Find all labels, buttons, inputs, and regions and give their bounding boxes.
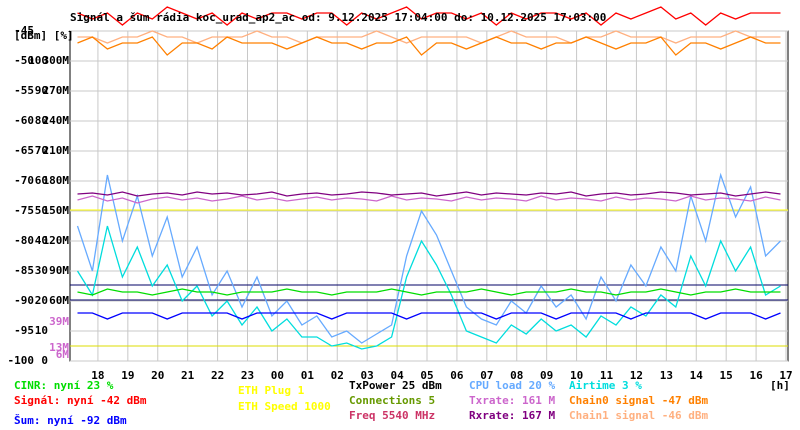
y-tick-label: -100 [8,354,35,367]
annotation: 39M [49,315,69,328]
y2-tick-label: 70 [35,144,48,157]
annotation: 6M [56,348,70,361]
legend-entry: Txrate: 161 M [469,394,555,407]
y-tick-label: -55 [14,84,34,97]
series-lines [76,6,781,350]
series-line [77,312,781,320]
x-tick-label: 00 [271,369,284,382]
x-tick-label: 01 [301,369,315,382]
x-tick-label: 09 [540,369,553,382]
x-tick-label: 23 [241,369,254,382]
series-line [76,172,781,344]
y3-tick-label: 270M [43,84,70,97]
x-tick-label: 06 [450,369,464,382]
plot-area [69,30,789,362]
legend-entry: TxPower 25 dBm [349,379,442,392]
legend-entry: Connections 5 [349,394,435,407]
legend-entry: ETH Plug 1 [238,384,305,397]
legend-entry: Airtime 3 % [569,379,642,392]
y2-tick-label: 100 [28,54,48,67]
y2-tick-label: 90 [35,84,48,97]
legend-entry: ETH Speed 1000 [238,400,331,413]
y-tick-label: -45 [14,24,34,37]
series-line [77,36,781,56]
x-tick-label: 10 [570,369,583,382]
x-tick-label: 11 [600,369,614,382]
y-header: [dBm] [%] [14,29,74,42]
x-tick-label: 08 [510,369,523,382]
series-line [77,30,781,44]
series-line [77,195,781,204]
legend-entry: Signál: nyní -42 dBm [14,394,147,407]
y2-tick-label: 50 [35,204,48,217]
x-tick-label: 14 [690,369,704,382]
x-tick-label: 22 [211,369,224,382]
y-tick-label: -65 [14,144,34,157]
x-unit: [h] [770,379,790,392]
y3-tick-label: 120M [43,234,70,247]
y2-tick-label: 20 [35,294,48,307]
y2-tick-label: 0 [41,354,48,367]
legend-entry: CPU load 20 % [469,379,555,392]
y-tick-label: -80 [14,234,34,247]
y-tick-label: -85 [14,264,34,277]
x-tick-label: 02 [331,369,344,382]
grid [70,30,788,362]
x-tick-label: 19 [121,369,134,382]
x-tick-label: 05 [420,369,433,382]
y3-tick-label: 210M [43,144,70,157]
x-tick-label: 03 [361,369,374,382]
y3-tick-label: 180M [43,174,70,187]
legend-entry: Rxrate: 167 M [469,409,555,422]
x-tick-label: 18 [91,369,104,382]
series-line [77,6,781,26]
x-tick-label: 20 [151,369,164,382]
x-tick-label: 13 [660,369,673,382]
y2-tick-label: 30 [35,264,48,277]
y2-tick-label: 40 [35,234,48,247]
series-line [76,225,781,350]
x-tick-label: 17 [779,369,792,382]
legend-entry: Šum: nyní -92 dBm [14,414,127,427]
y-tick-label: -50 [14,54,34,67]
y-tick-label: -60 [14,114,34,127]
y2-tick-label: 10 [35,324,48,337]
x-tick-label: 07 [480,369,493,382]
y3-tick-label: 300M [43,54,70,67]
legend-entry: Chain1 signal -46 dBm [569,409,708,422]
x-tick-label: 04 [390,369,404,382]
y-tick-label: -95 [14,324,34,337]
y2-tick-label: 80 [35,114,48,127]
y-tick-label: -90 [14,294,34,307]
y3-tick-label: 90M [49,264,69,277]
annotation: 13M [49,341,69,354]
series-line [77,288,781,296]
y-tick-label: -70 [14,174,34,187]
y-tick-label: -75 [14,204,34,217]
x-tick-label: 15 [720,369,733,382]
x-tick-label: 21 [181,369,195,382]
x-tick-label: 12 [630,369,643,382]
x-tick-label: 16 [749,369,763,382]
series-line [77,191,781,197]
legend-entry: CINR: nyní 23 % [14,379,114,392]
y2-tick-label: 60 [35,174,48,187]
y3-tick-label: 240M [43,114,70,127]
legend-entry: Freq 5540 MHz [349,409,435,422]
y3-tick-label: 60M [49,294,69,307]
legend-entry: Chain0 signal -47 dBm [569,394,708,407]
y3-tick-label: 150M [43,204,70,217]
chart-title: Signál a šum rádia koc_urad_ap2_ac od: 9… [70,11,606,24]
